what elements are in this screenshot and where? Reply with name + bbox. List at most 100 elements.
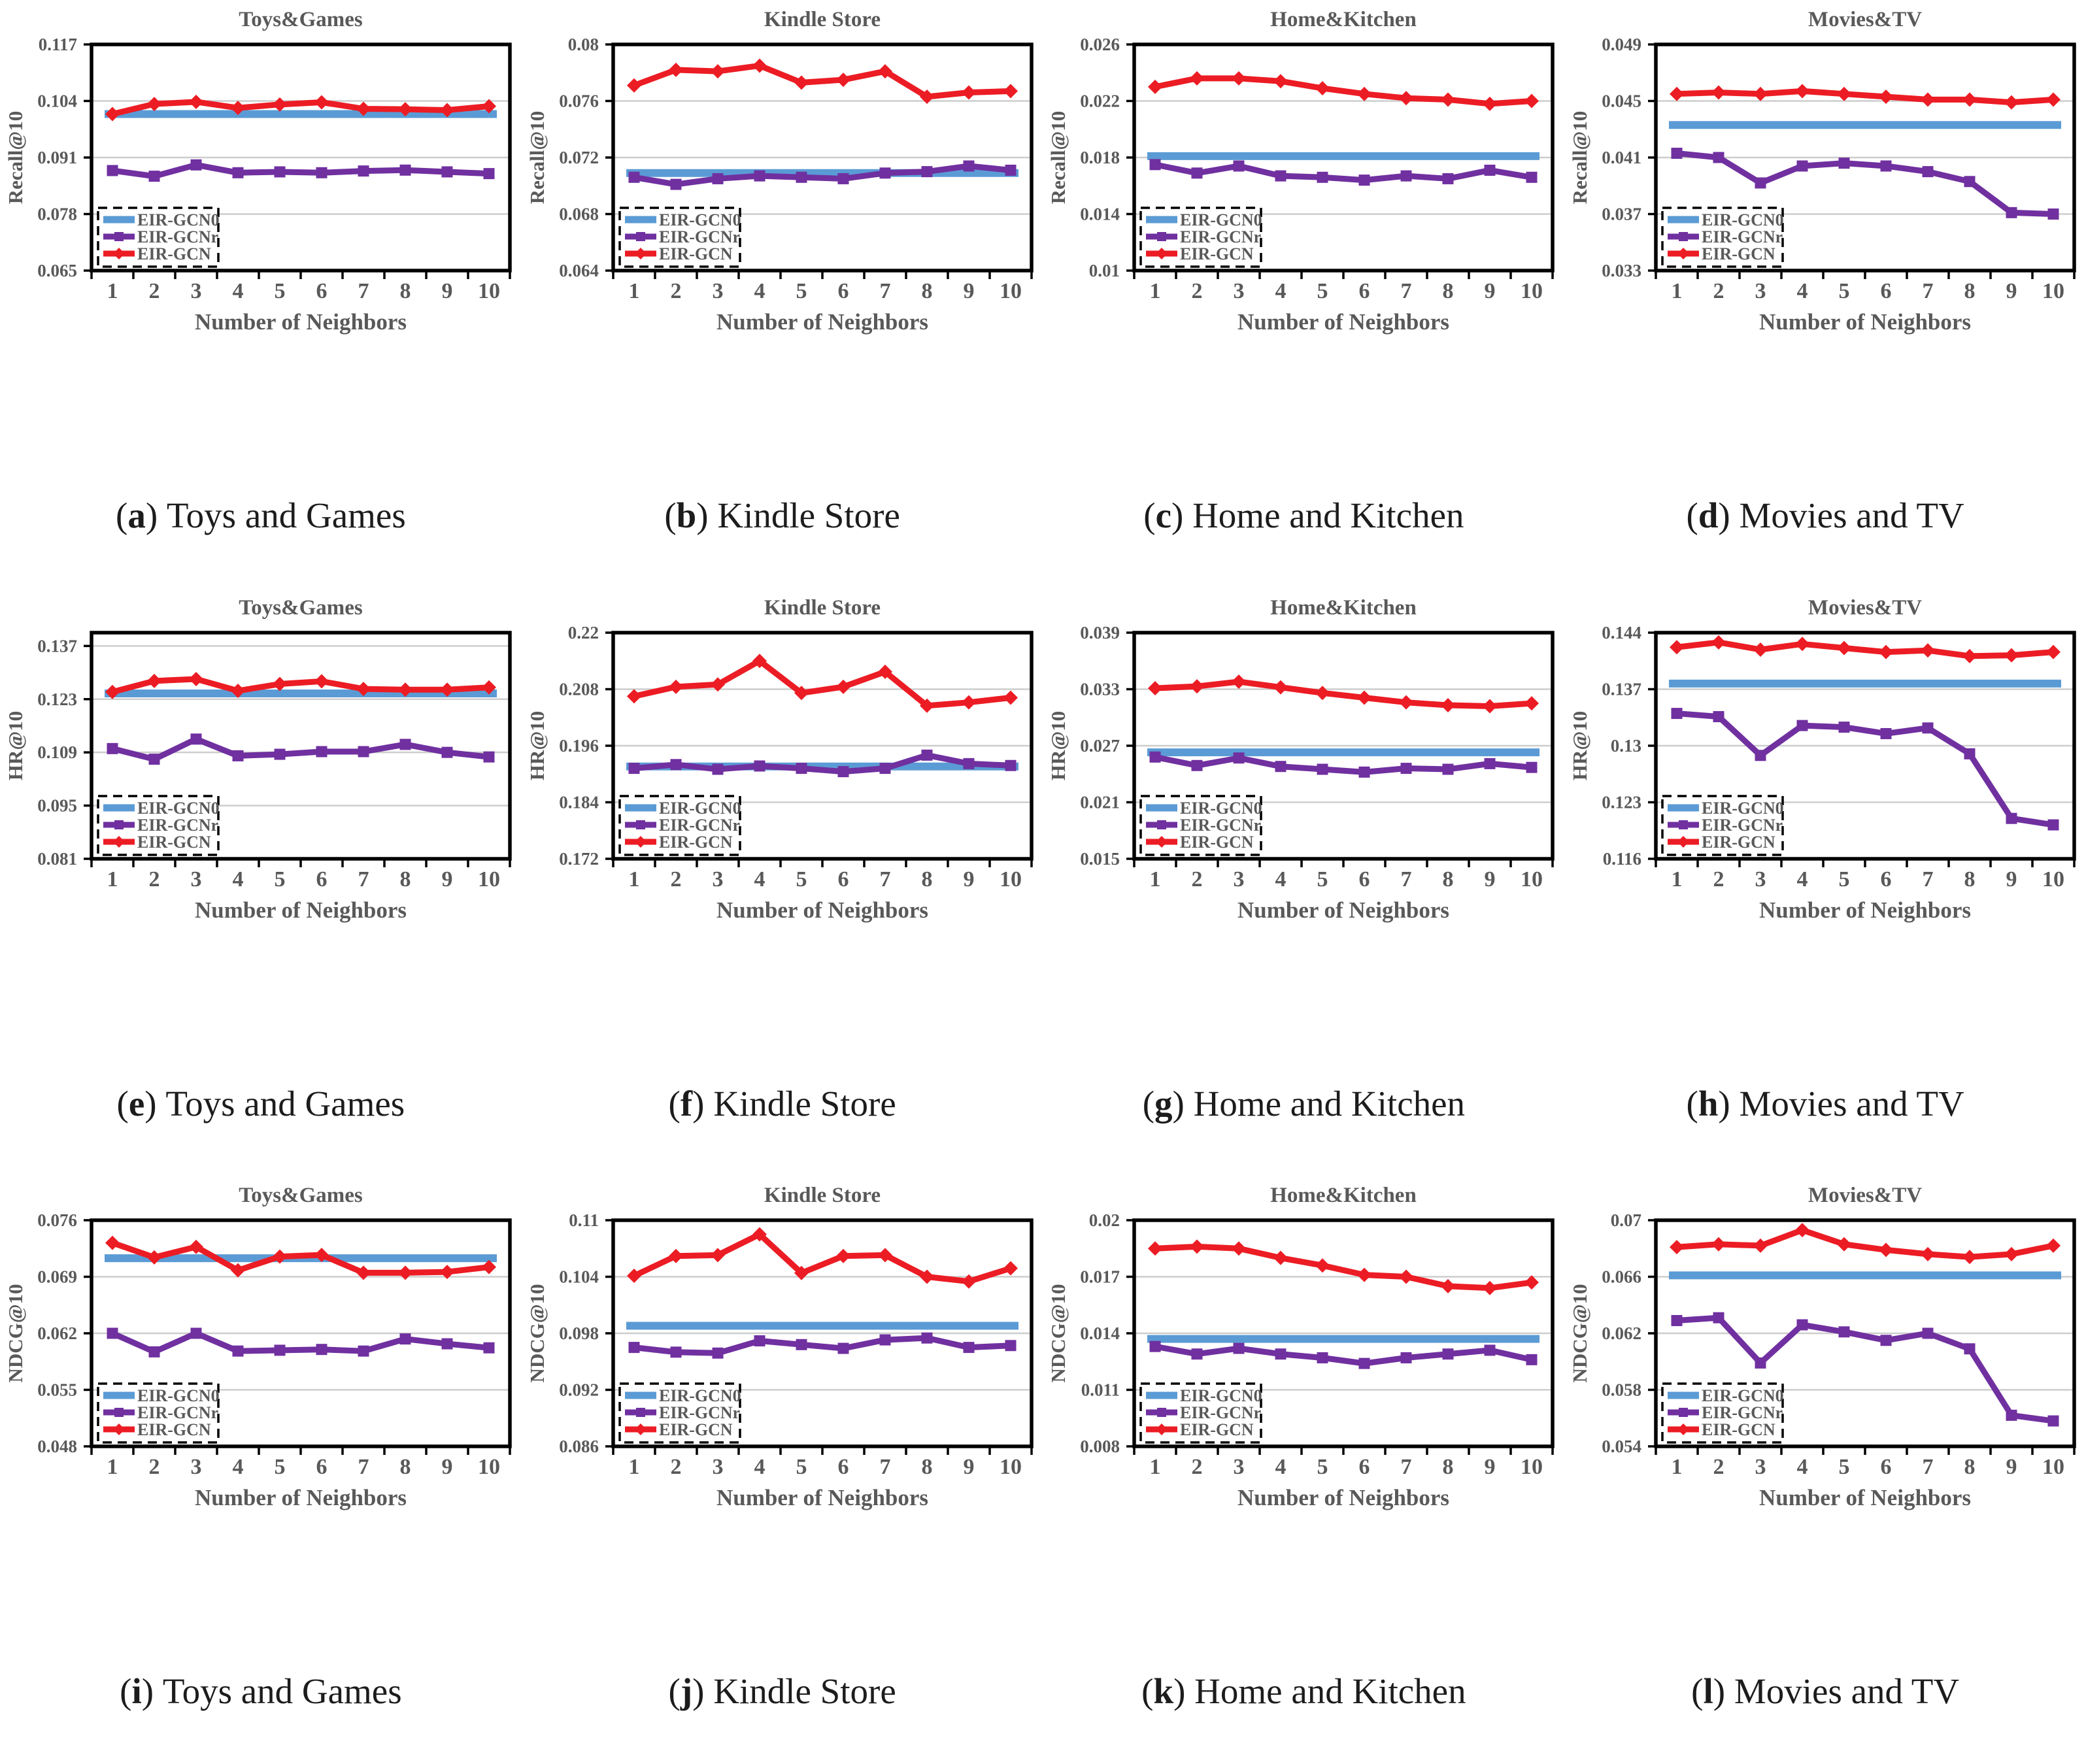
legend-marker-square-icon — [114, 232, 124, 241]
legend-label: EIR-GCN0 — [1702, 799, 1784, 818]
x-tick-label: 3 — [1234, 867, 1245, 891]
caption-letter: l — [1703, 1671, 1713, 1712]
x-tick-label: 3 — [1755, 867, 1766, 891]
y-tick-label: 0.123 — [37, 689, 77, 708]
y-tick-label: 0.008 — [1081, 1437, 1120, 1456]
legend-marker-square-icon — [1157, 820, 1167, 829]
x-tick-label: 7 — [879, 279, 890, 303]
marker-square-icon — [232, 750, 244, 761]
marker-square-icon — [1400, 762, 1412, 774]
y-tick-label: 0.117 — [39, 35, 77, 54]
x-tick-label: 6 — [1359, 279, 1370, 303]
y-tick-label: 0.018 — [1081, 148, 1120, 167]
caption-letter: d — [1698, 495, 1719, 535]
marker-diamond-icon — [1315, 1258, 1330, 1273]
marker-square-icon — [483, 751, 495, 763]
x-tick-label: 7 — [879, 867, 890, 891]
legend-label: EIR-GCN — [137, 244, 211, 263]
marker-square-icon — [1838, 721, 1850, 733]
chart-cell: 0.065 0.078 0.091 0.104 0.117 1 2 3 4 5 6 7 8 9 10 Toys… — [0, 0, 522, 588]
marker-square-icon — [1275, 170, 1287, 182]
marker-diamond-icon — [1003, 84, 1018, 99]
marker-diamond-icon — [1441, 697, 1456, 712]
x-tick-label: 9 — [2006, 1455, 2017, 1479]
series-eir-gcn — [111, 676, 490, 695]
y-tick-label: 0.033 — [1081, 679, 1120, 699]
x-tick-label: 6 — [837, 867, 849, 891]
legend-marker-diamond-icon — [634, 248, 647, 259]
x-tick-label: 5 — [796, 279, 807, 303]
marker-diamond-icon — [356, 681, 371, 696]
x-tick-label: 10 — [1000, 1455, 1022, 1479]
marker-square-icon — [1755, 1357, 1766, 1369]
marker-diamond-icon — [1190, 1239, 1205, 1254]
marker-square-icon — [628, 1342, 640, 1354]
marker-diamond-icon — [188, 94, 203, 109]
series-eir-gcnr — [633, 1335, 1011, 1356]
marker-diamond-icon — [1795, 84, 1810, 99]
legend-marker-square-icon — [1679, 1408, 1689, 1418]
marker-diamond-icon — [2046, 644, 2061, 659]
marker-diamond-icon — [188, 1239, 203, 1254]
x-tick-label: 9 — [441, 279, 452, 303]
caption-paren-open: ( — [116, 495, 128, 535]
series-eir-gcnr — [633, 752, 1011, 774]
x-tick-label: 9 — [1485, 867, 1496, 891]
series-eir-gcn — [1154, 75, 1532, 107]
chart-cell: 0.172 0.184 0.196 0.208 0.22 1 2 3 4 5 6 7 8 9 10 Kindl… — [522, 588, 1043, 1176]
marker-diamond-icon — [397, 102, 412, 117]
y-tick-label: 0.058 — [1602, 1380, 1641, 1400]
marker-square-icon — [1484, 1344, 1496, 1356]
series-eir-gcn — [1155, 678, 1532, 709]
y-tick-label: 0.184 — [559, 792, 599, 812]
y-tick-label: 0.048 — [37, 1437, 77, 1456]
marker-square-icon — [1526, 1354, 1538, 1366]
x-tick-label: 1 — [107, 1455, 118, 1479]
y-tick-label: 0.11 — [569, 1210, 599, 1230]
y-tick-label: 0.065 — [37, 261, 77, 280]
y-axis-label: NDCG@10 — [1047, 1284, 1069, 1383]
x-tick-label: 4 — [1797, 1455, 1808, 1479]
marker-diamond-icon — [1524, 93, 1539, 108]
marker-diamond-icon — [188, 671, 203, 686]
marker-diamond-icon — [1879, 1242, 1894, 1257]
marker-diamond-icon — [439, 103, 454, 118]
chart-svg: 0.015 0.021 0.027 0.033 0.039 1 2 3 4 5 6 7 8 9 10 Home… — [1047, 596, 1555, 923]
x-axis-label: Number of Neighbors — [1759, 897, 1971, 923]
marker-square-icon — [148, 171, 160, 182]
chart-cell: 0.033 0.037 0.041 0.045 0.049 1 2 3 4 5 6 7 8 9 10 Movi… — [1564, 0, 2086, 588]
marker-diamond-icon — [2004, 95, 2019, 110]
y-tick-label: 0.123 — [1602, 792, 1641, 812]
marker-square-icon — [796, 171, 807, 183]
marker-diamond-icon — [1399, 695, 1414, 710]
marker-diamond-icon — [1879, 90, 1894, 105]
x-tick-label: 5 — [1317, 279, 1328, 303]
marker-diamond-icon — [752, 58, 767, 73]
marker-square-icon — [1233, 160, 1245, 172]
x-axis-label: Number of Neighbors — [716, 309, 928, 335]
series-eir-gcnr — [1676, 710, 2054, 828]
marker-diamond-icon — [1273, 74, 1288, 89]
marker-diamond-icon — [1190, 71, 1205, 86]
chart-caption: (h) Movies and TV — [1564, 1069, 2086, 1176]
chart-svg: 0.065 0.078 0.091 0.104 0.117 1 2 3 4 5 6 7 8 9 10 Toys… — [4, 8, 512, 335]
marker-square-icon — [316, 1344, 328, 1356]
marker-square-icon — [274, 1344, 286, 1356]
marker-square-icon — [754, 170, 765, 182]
y-tick-label: 0.066 — [1602, 1267, 1641, 1287]
x-tick-label: 7 — [358, 279, 369, 303]
chart-title: Toys&Games — [239, 596, 363, 620]
legend-marker-diamond-icon — [1156, 248, 1168, 259]
caption-text: Kindle Store — [713, 1671, 896, 1712]
marker-diamond-icon — [2004, 1247, 2019, 1262]
y-tick-label: 0.064 — [559, 261, 599, 280]
marker-square-icon — [1964, 176, 1976, 188]
marker-diamond-icon — [710, 64, 725, 79]
legend-marker-square-icon — [1679, 820, 1689, 829]
legend-marker-square-icon — [635, 1408, 645, 1418]
legend-label: EIR-GCN0 — [1180, 210, 1262, 229]
x-tick-label: 9 — [963, 279, 974, 303]
caption-text: Home and Kitchen — [1194, 1671, 1466, 1712]
